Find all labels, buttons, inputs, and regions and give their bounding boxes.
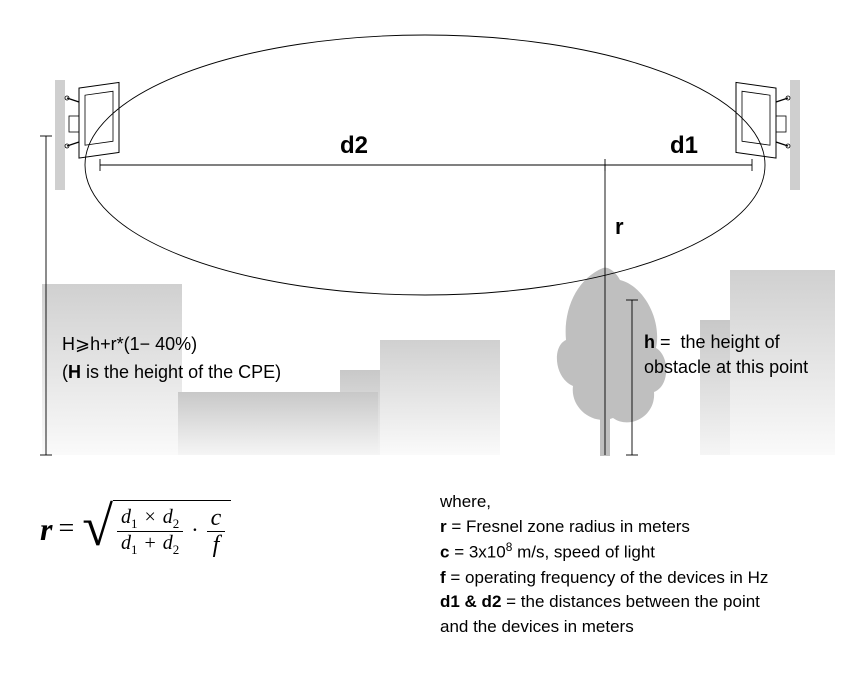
label-d2: d2	[340, 132, 368, 160]
frac-d: d1 × d2 d1 + d2	[117, 506, 183, 558]
fresnel-diagram	[0, 0, 859, 470]
formula-eq: =	[58, 513, 74, 545]
label-H-line1: H⩾h+r*(1− 40%)	[62, 334, 197, 355]
label-d1: d1	[670, 132, 698, 160]
left-cpe	[55, 80, 119, 190]
formula-r: r	[40, 511, 52, 548]
where-section: where, r = Fresnel zone radius in meters…	[440, 490, 768, 640]
label-H-line2: (H is the height of the CPE)	[62, 362, 281, 383]
label-r: r	[615, 214, 624, 240]
fresnel-formula: r = √ d1 × d2 d1 + d2 · c f	[40, 500, 231, 559]
right-cpe	[736, 80, 800, 190]
label-h-line1: h = the height of	[644, 332, 780, 353]
where-title: where,	[440, 490, 768, 515]
label-h-line2: obstacle at this point	[644, 357, 808, 378]
frac-cf: c f	[207, 505, 226, 559]
